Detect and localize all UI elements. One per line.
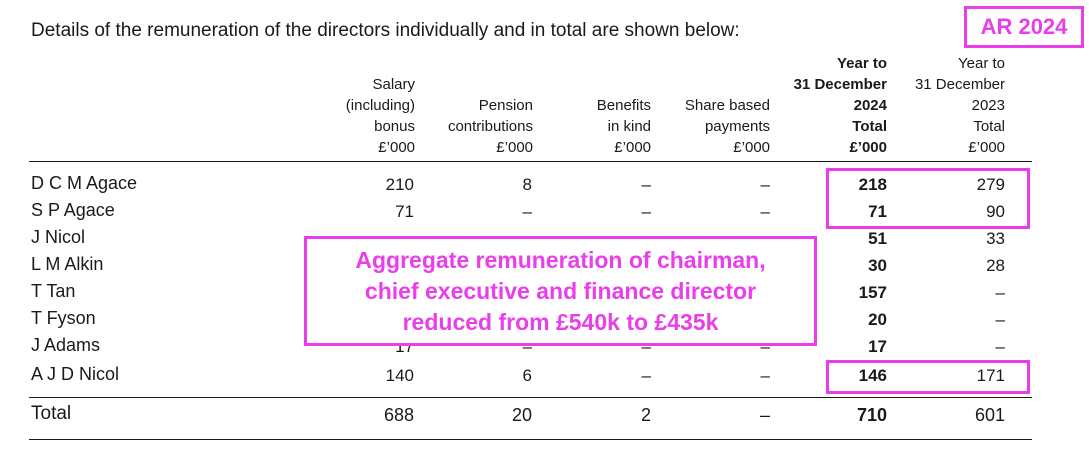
total-divider-bottom	[29, 439, 1032, 440]
total-cell: 601	[974, 405, 1005, 425]
row-name: T Fyson	[31, 308, 96, 328]
row-name: J Nicol	[31, 227, 86, 247]
table-cell: –	[641, 175, 651, 194]
callout-note: Aggregate remuneration of chairman, chie…	[304, 236, 817, 346]
table-cell: 218	[858, 175, 887, 194]
total-label: Total	[31, 403, 72, 424]
highlight-box-nicol	[826, 360, 1030, 394]
total-cell: 688	[383, 405, 414, 425]
header-benefits: Benefits in kind £’000	[596, 97, 651, 156]
header-total-2024: Year to 31 December 2024 Total £’000	[793, 55, 887, 156]
row-name: D C M Agace	[31, 173, 138, 193]
table-cell: –	[522, 202, 532, 221]
table-cell: 157	[858, 283, 887, 302]
table-cell: –	[995, 337, 1005, 356]
table-cell: 210	[385, 175, 414, 194]
header-divider	[29, 161, 1032, 162]
table-cell: 33	[986, 229, 1005, 248]
row-name: S P Agace	[31, 200, 115, 220]
table-cell: –	[995, 283, 1005, 302]
table-cell: –	[641, 337, 651, 356]
table-cell: 30	[868, 256, 887, 275]
table-cell: –	[641, 202, 651, 221]
table-cell: 20	[868, 310, 887, 329]
table-cell: 51	[868, 229, 887, 248]
table-cell: 71	[395, 202, 414, 221]
table-cell: 6	[522, 366, 532, 385]
table-cell: 28	[986, 256, 1005, 275]
table-cell: 71	[868, 202, 887, 221]
table-cell: –	[641, 366, 651, 385]
intro-text: Details of the remuneration of the direc…	[31, 20, 740, 41]
total-cell: 2	[640, 405, 651, 425]
table-cell: 279	[976, 175, 1005, 194]
table-cell: –	[522, 337, 532, 356]
highlight-box-agace	[826, 168, 1030, 229]
total-cell: 20	[511, 405, 532, 425]
header-pension: Pension contributions £’000	[447, 97, 533, 156]
header-total-2023: Year to 31 December 2023 Total £’000	[914, 55, 1005, 156]
total-cell: –	[759, 405, 770, 425]
table-cell: –	[760, 366, 770, 385]
table-cell: 171	[976, 366, 1005, 385]
table-cell: –	[760, 175, 770, 194]
table-cell: 140	[385, 366, 414, 385]
badge: AR 2024	[964, 6, 1084, 48]
table-cell: 17	[868, 337, 887, 356]
total-cell: 710	[856, 405, 887, 425]
total-divider-top	[29, 397, 1032, 398]
table-cell: –	[760, 337, 770, 356]
table-cell: 146	[858, 366, 887, 385]
table-cell: 90	[986, 202, 1005, 221]
row-name: A J D Nicol	[31, 364, 120, 384]
table-cell: –	[760, 202, 770, 221]
table-cell: –	[995, 310, 1005, 329]
row-name: L M Alkin	[31, 254, 104, 274]
header-share-based: Share based payments £’000	[684, 97, 770, 156]
header-salary: Salary (including) bonus £’000	[345, 76, 415, 156]
row-name: J Adams	[31, 335, 101, 355]
table-cell: 8	[522, 175, 532, 194]
row-name: T Tan	[31, 281, 76, 301]
